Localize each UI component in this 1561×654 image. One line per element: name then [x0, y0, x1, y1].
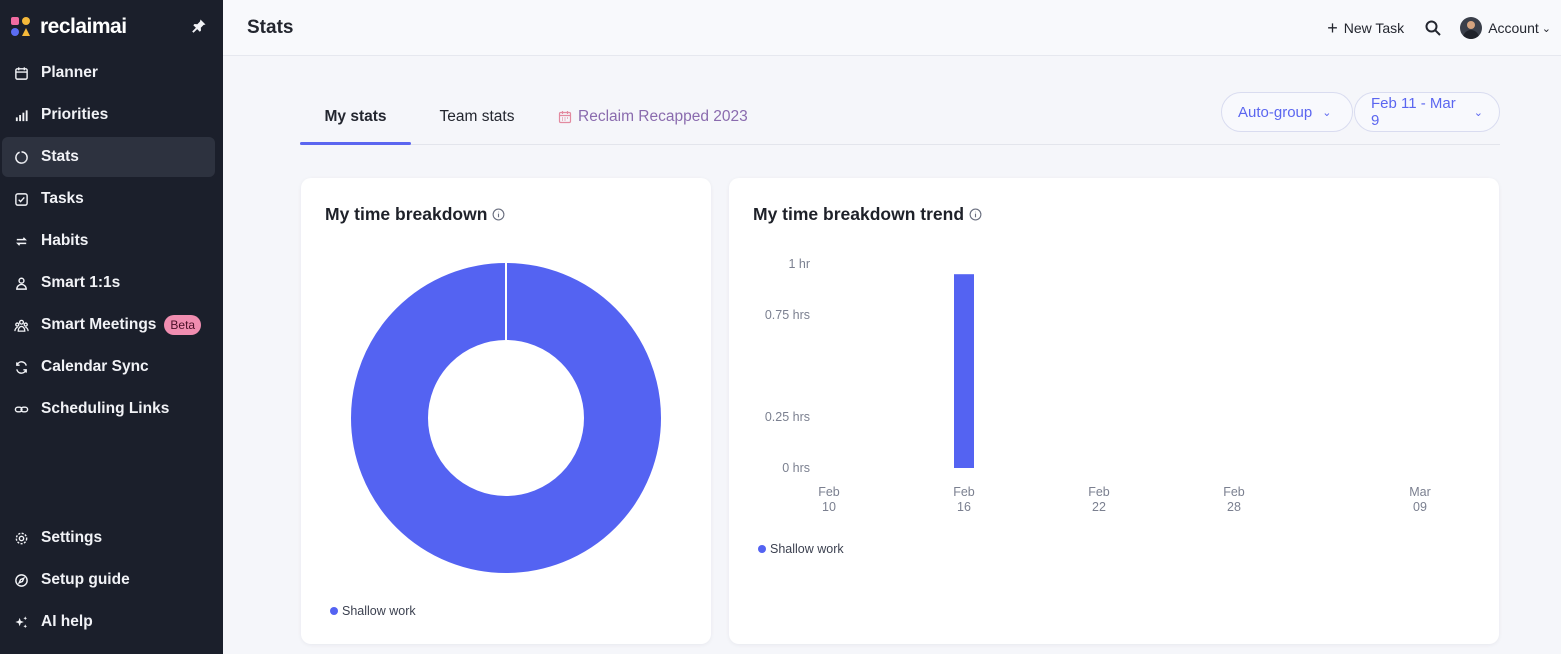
- tab-my-stats[interactable]: My stats: [300, 90, 411, 145]
- chevron-down-icon: ⌄: [1322, 106, 1332, 119]
- date-range-dropdown[interactable]: Feb 11 - Mar 9 ⌄: [1354, 92, 1500, 132]
- x-tick-label: Mar: [1409, 485, 1431, 499]
- auto-group-label: Auto-group: [1238, 103, 1313, 121]
- sidebar-item-stats[interactable]: Stats: [2, 137, 215, 177]
- x-tick-label: 16: [957, 500, 971, 514]
- new-task-label: New Task: [1343, 20, 1405, 36]
- bar-chart-icon: [13, 107, 29, 123]
- sidebar-item-label: Calendar Sync: [41, 358, 149, 375]
- compass-icon: [13, 572, 29, 588]
- stats-ring-icon: [13, 149, 29, 165]
- sidebar-item-smart-meetings[interactable]: Smart Meetings Beta: [2, 305, 215, 345]
- sidebar: reclaimai Planner Priorities Stats: [0, 0, 223, 654]
- chevron-down-icon: ⌄: [1541, 22, 1551, 35]
- link-icon: [13, 401, 29, 417]
- time-breakdown-trend-card: My time breakdown trend 0 hrs 0.25 hrs 0.7…: [729, 178, 1499, 644]
- sidebar-item-label: Smart 1:1s: [41, 274, 121, 291]
- time-breakdown-card: My time breakdown Shallow work: [301, 178, 711, 644]
- legend-swatch: [758, 545, 766, 553]
- x-tick-label: 22: [1092, 500, 1106, 514]
- sidebar-item-settings[interactable]: Settings: [2, 518, 215, 558]
- brand-name: reclaimai: [40, 15, 127, 38]
- legend-label: Shallow work: [342, 604, 416, 618]
- topbar: Stats + New Task Account ⌄: [223, 0, 1561, 56]
- x-tick-label: 09: [1413, 500, 1427, 514]
- sidebar-item-label: Tasks: [41, 190, 84, 207]
- sync-icon: [13, 359, 29, 375]
- sidebar-nav: Planner Priorities Stats Tasks Habits: [0, 53, 223, 431]
- search-icon[interactable]: [1424, 19, 1442, 37]
- sidebar-bottom-nav: Settings Setup guide AI help: [0, 518, 223, 644]
- card-title: My time breakdown: [325, 204, 505, 225]
- sidebar-item-planner[interactable]: Planner: [2, 53, 215, 93]
- beta-badge: Beta: [164, 315, 202, 335]
- sidebar-item-label: Planner: [41, 64, 98, 81]
- time-breakdown-title: My time breakdown: [325, 204, 488, 224]
- y-tick-label: 0.25 hrs: [765, 410, 810, 424]
- sidebar-item-label: Stats: [41, 148, 79, 165]
- top-actions: + New Task Account ⌄: [1327, 14, 1551, 42]
- info-icon[interactable]: [492, 208, 505, 221]
- y-tick-label: 0.75 hrs: [765, 308, 810, 322]
- calendar-icon: [13, 65, 29, 81]
- info-icon[interactable]: [969, 208, 982, 221]
- sidebar-item-label: Scheduling Links: [41, 400, 170, 417]
- sidebar-item-scheduling-links[interactable]: Scheduling Links: [2, 389, 215, 429]
- legend-label: Shallow work: [770, 542, 844, 556]
- y-tick-label: 1 hr: [788, 257, 810, 271]
- x-tick-label: Feb: [953, 485, 975, 499]
- avatar: [1460, 17, 1483, 39]
- legend-swatch: [330, 607, 338, 615]
- sidebar-item-label: Habits: [41, 232, 89, 249]
- x-tick-label: 10: [822, 500, 836, 514]
- reclaim-logo-icon: [11, 17, 31, 37]
- new-task-button[interactable]: + New Task: [1327, 19, 1404, 37]
- sidebar-item-label: Setup guide: [41, 571, 130, 588]
- donut-chart: [351, 262, 661, 573]
- sidebar-item-label: Settings: [41, 529, 103, 546]
- calendar-icon: [558, 111, 572, 124]
- x-tick-label: Feb: [1088, 485, 1110, 499]
- plus-icon: +: [1327, 18, 1338, 38]
- x-tick-label: Feb: [1223, 485, 1245, 499]
- page-title: Stats: [247, 17, 294, 38]
- sidebar-item-smart-1-1s[interactable]: Smart 1:1s: [2, 263, 215, 303]
- sidebar-item-habits[interactable]: Habits: [2, 221, 215, 261]
- pin-icon[interactable]: [191, 18, 207, 34]
- people-icon: [13, 275, 29, 291]
- chevron-down-icon: ⌄: [1473, 106, 1483, 119]
- repeat-icon: [13, 233, 29, 249]
- tab-team-stats[interactable]: Team stats: [439, 108, 515, 125]
- auto-group-dropdown[interactable]: Auto-group ⌄: [1221, 92, 1353, 132]
- account-menu[interactable]: Account ⌄: [1460, 17, 1551, 39]
- chart-legend: Shallow work: [758, 542, 844, 556]
- gear-icon: [13, 530, 29, 546]
- sidebar-item-label: AI help: [41, 613, 93, 630]
- sidebar-item-setup-guide[interactable]: Setup guide: [2, 560, 215, 600]
- card-title: My time breakdown trend: [753, 204, 982, 225]
- stats-tabs: My stats Team stats Reclaim Recapped 202…: [300, 90, 1500, 145]
- sidebar-item-label: Priorities: [41, 106, 109, 123]
- brand-logo[interactable]: reclaimai: [11, 14, 211, 40]
- recap-label: Reclaim Recapped 2023: [578, 108, 748, 125]
- sidebar-item-tasks[interactable]: Tasks: [2, 179, 215, 219]
- sparkles-icon: [13, 614, 29, 630]
- x-tick-label: Feb: [818, 485, 840, 499]
- trend-title: My time breakdown trend: [753, 204, 965, 224]
- checkbox-icon: [13, 191, 29, 207]
- x-tick-label: 28: [1227, 500, 1241, 514]
- sidebar-item-label: Smart Meetings: [41, 316, 157, 333]
- group-icon: [13, 317, 29, 333]
- account-label: Account: [1488, 20, 1539, 36]
- sidebar-item-calendar-sync[interactable]: Calendar Sync: [2, 347, 215, 387]
- date-range-label: Feb 11 - Mar 9: [1371, 95, 1456, 129]
- trend-bar[interactable]: [954, 274, 974, 468]
- tab-reclaim-recapped[interactable]: Reclaim Recapped 2023: [558, 90, 758, 144]
- chart-legend: Shallow work: [330, 604, 416, 618]
- sidebar-item-ai-help[interactable]: AI help: [2, 602, 215, 642]
- sidebar-item-priorities[interactable]: Priorities: [2, 95, 215, 135]
- y-tick-label: 0 hrs: [782, 461, 810, 475]
